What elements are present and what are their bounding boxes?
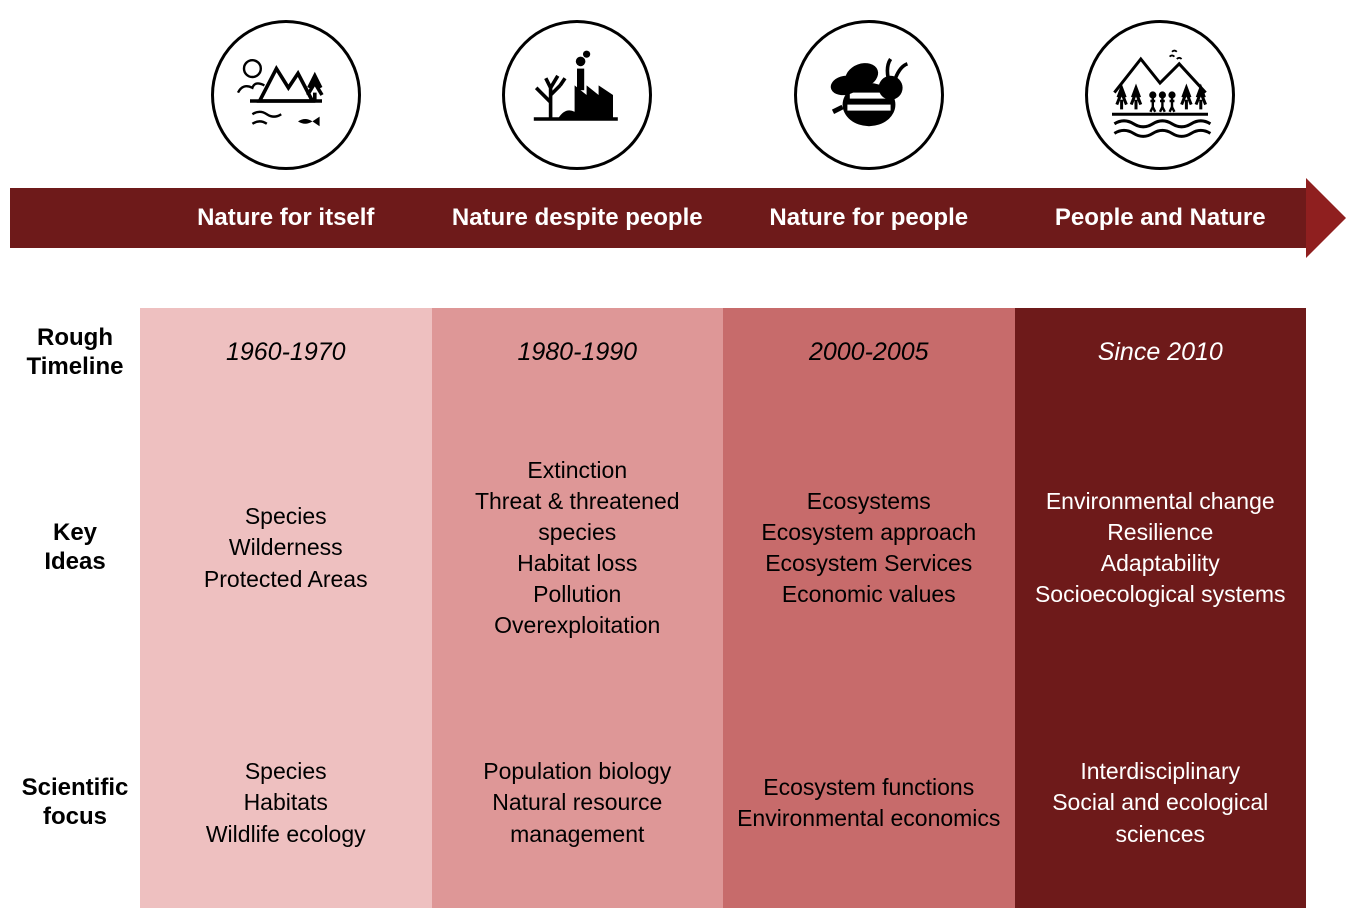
row-header-ideas: KeyIdeas: [10, 398, 140, 698]
cell-line: Interdisciplinary: [1080, 756, 1240, 787]
cell-line: Adaptability: [1101, 548, 1220, 579]
cell-line: Environmental change: [1046, 486, 1275, 517]
timeline-arrow: Nature for itself Nature despite people …: [10, 178, 1346, 258]
arrow-label-4: People and Nature: [1015, 204, 1307, 232]
icon-cell-2: [432, 20, 724, 170]
cell-line: Pollution: [533, 579, 621, 610]
icon-cell-1: [140, 20, 432, 170]
row-header-focus: Scientificfocus: [10, 698, 140, 908]
cell-focus-2: Population biologyNatural resource manag…: [432, 698, 724, 908]
cell-ideas-2: ExtinctionThreat & threatened speciesHab…: [432, 398, 724, 698]
cell-line: Socioecological systems: [1035, 579, 1286, 610]
cell-focus-3: Ecosystem functionsEnvironmental economi…: [723, 698, 1015, 908]
arrow-label-2: Nature despite people: [432, 204, 724, 232]
cell-ideas-3: EcosystemsEcosystem approachEcosystem Se…: [723, 398, 1015, 698]
arrow-label-3: Nature for people: [723, 204, 1015, 232]
cell-timeline-1: 1960-1970: [140, 308, 432, 398]
cell-focus-1: SpeciesHabitatsWildlife ecology: [140, 698, 432, 908]
cell-line: Economic values: [782, 579, 956, 610]
cell-line: Protected Areas: [204, 564, 368, 595]
row-header-timeline: RoughTimeline: [10, 308, 140, 398]
cell-ideas-1: SpeciesWildernessProtected Areas: [140, 398, 432, 698]
cell-line: Wilderness: [229, 532, 343, 563]
cell-line: Natural resource management: [446, 787, 710, 849]
cell-line: Habitats: [244, 787, 328, 818]
cell-timeline-2: 1980-1990: [432, 308, 724, 398]
arrow-label-1: Nature for itself: [140, 204, 432, 232]
cell-line: Overexploitation: [494, 610, 660, 641]
cell-line: Resilience: [1107, 517, 1213, 548]
cell-line: Environmental economics: [737, 803, 1000, 834]
arrow-bar: Nature for itself Nature despite people …: [10, 188, 1306, 248]
icon-cell-3: [723, 20, 1015, 170]
cell-line: Habitat loss: [517, 548, 637, 579]
infographic-root: Nature for itself Nature despite people …: [10, 20, 1346, 908]
cell-line: Population biology: [483, 756, 671, 787]
cell-line: Extinction: [527, 455, 627, 486]
cell-line: Threat & threatened species: [446, 486, 710, 548]
people-nature-icon: [1085, 20, 1235, 170]
icon-row: [10, 20, 1346, 170]
pollution-icon: [502, 20, 652, 170]
cell-line: Social and ecological sciences: [1029, 787, 1293, 849]
data-table: RoughTimeline1960-19701980-19902000-2005…: [10, 308, 1306, 908]
cell-line: Species: [245, 501, 327, 532]
cell-timeline-3: 2000-2005: [723, 308, 1015, 398]
wilderness-icon: [211, 20, 361, 170]
cell-line: Ecosystems: [807, 486, 931, 517]
icon-cell-4: [1015, 20, 1307, 170]
cell-line: Ecosystem functions: [763, 772, 974, 803]
cell-line: Species: [245, 756, 327, 787]
cell-line: Wildlife ecology: [206, 819, 366, 850]
arrow-head: [1306, 178, 1346, 258]
cell-line: Ecosystem Services: [765, 548, 972, 579]
cell-timeline-4: Since 2010: [1015, 308, 1307, 398]
bee-icon: [794, 20, 944, 170]
cell-ideas-4: Environmental changeResilienceAdaptabili…: [1015, 398, 1307, 698]
cell-focus-4: InterdisciplinarySocial and ecological s…: [1015, 698, 1307, 908]
cell-line: Ecosystem approach: [761, 517, 976, 548]
